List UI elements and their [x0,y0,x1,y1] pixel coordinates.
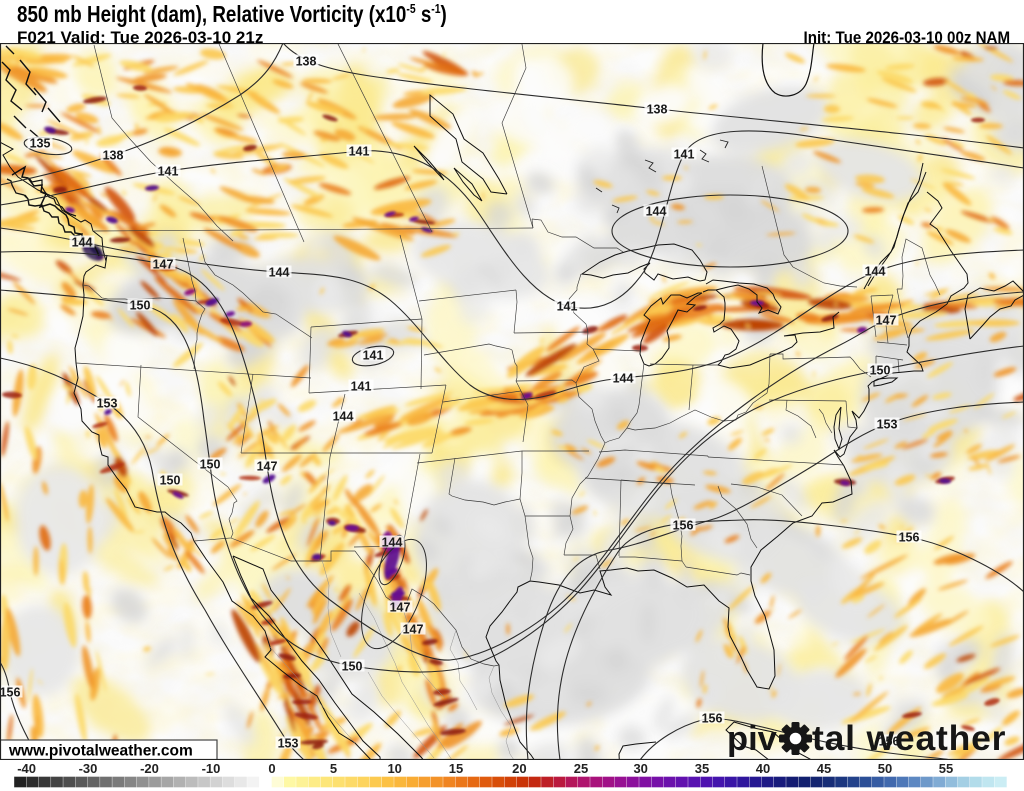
svg-text:www.pivotalweather.com: www.pivotalweather.com [8,743,193,760]
svg-text:144: 144 [646,205,667,219]
svg-text:147: 147 [876,314,897,328]
svg-text:153: 153 [877,418,898,432]
svg-text:144: 144 [382,536,403,550]
svg-text:147: 147 [153,258,174,272]
svg-text:141: 141 [349,145,370,159]
svg-text:150: 150 [200,458,221,472]
svg-text:153: 153 [278,737,299,751]
svg-text:150: 150 [160,474,181,488]
svg-text:141: 141 [158,165,179,179]
svg-text:tal weather: tal weather [812,718,1006,758]
svg-text:144: 144 [269,266,290,280]
svg-text:156: 156 [702,712,723,726]
svg-text:piv: piv [727,720,778,758]
svg-text:147: 147 [257,460,278,474]
svg-text:144: 144 [72,236,93,250]
svg-text:150: 150 [342,660,363,674]
svg-text:156: 156 [899,531,920,545]
svg-text:156: 156 [0,686,20,700]
svg-text:141: 141 [351,380,372,394]
svg-text:150: 150 [870,364,891,378]
svg-text:135: 135 [30,137,51,151]
svg-text:138: 138 [103,149,124,163]
svg-text:147: 147 [390,601,411,615]
svg-text:144: 144 [333,410,354,424]
svg-text:147: 147 [403,623,424,637]
svg-text:156: 156 [673,519,694,533]
svg-text:141: 141 [557,300,578,314]
svg-text:150: 150 [130,299,151,313]
svg-text:138: 138 [647,103,668,117]
svg-text:141: 141 [363,349,384,363]
svg-text:138: 138 [296,55,317,69]
svg-text:156: 156 [879,735,900,749]
svg-text:141: 141 [674,148,695,162]
svg-text:144: 144 [613,372,634,386]
svg-text:153: 153 [97,397,118,411]
svg-text:144: 144 [865,265,886,279]
